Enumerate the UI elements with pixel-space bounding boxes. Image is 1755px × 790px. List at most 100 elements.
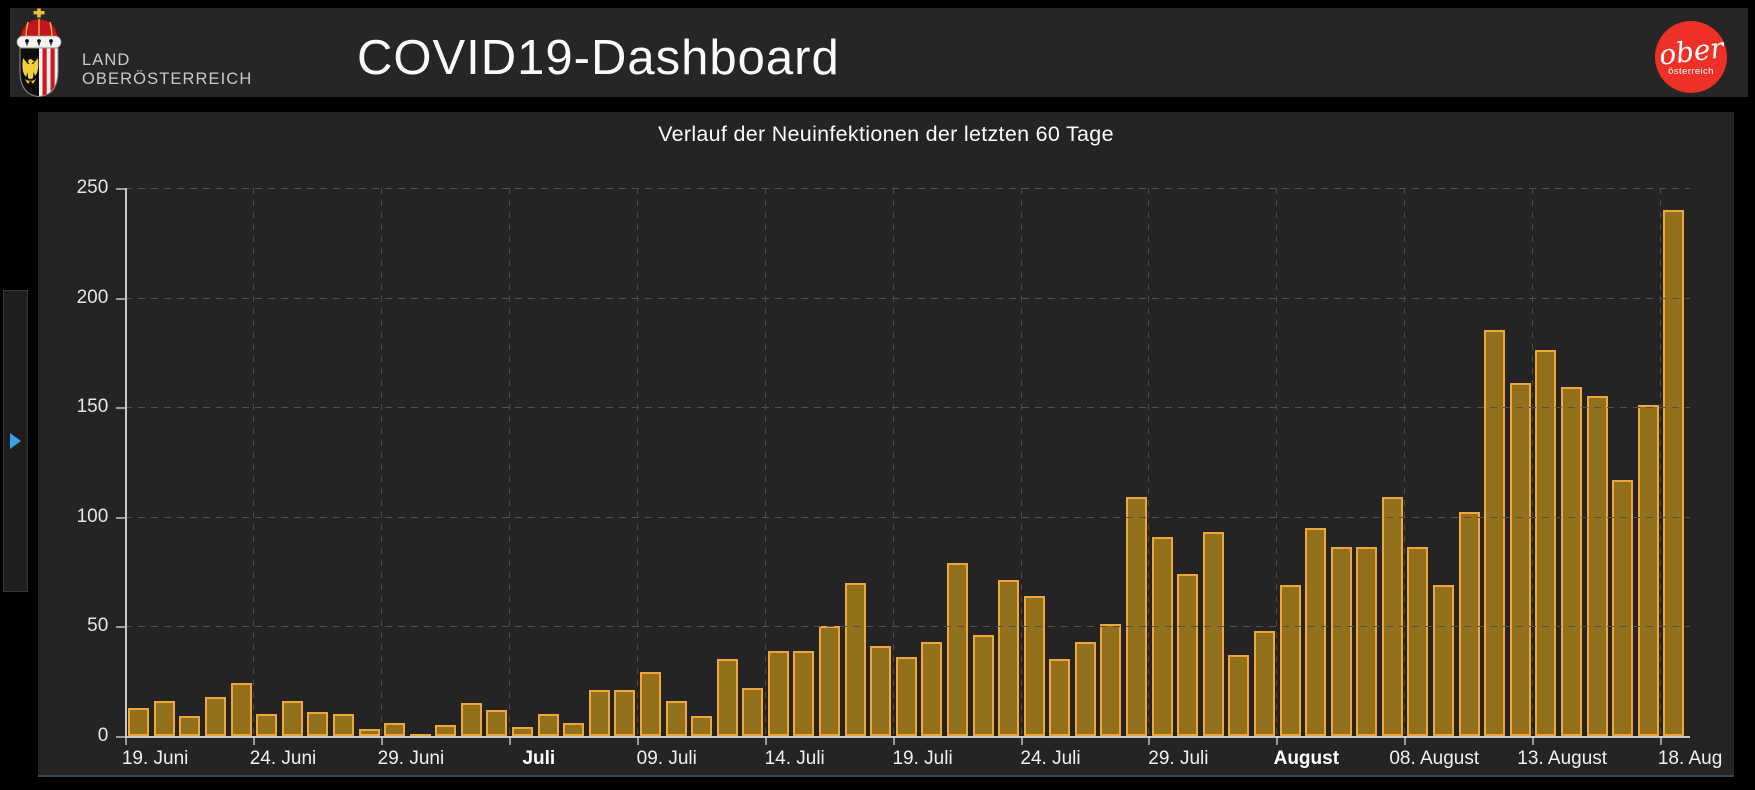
bar[interactable] <box>281 700 303 736</box>
expand-sidebar-button[interactable] <box>10 433 21 449</box>
sidebar-collapsed <box>3 290 28 592</box>
bar[interactable] <box>307 711 329 736</box>
bar[interactable] <box>256 714 278 736</box>
bar[interactable] <box>435 725 457 736</box>
bar[interactable] <box>716 659 738 736</box>
bar[interactable] <box>205 696 227 736</box>
bar[interactable] <box>1253 630 1275 736</box>
bar[interactable] <box>844 582 866 736</box>
bar[interactable] <box>998 580 1020 736</box>
org-name: LAND OBERÖSTERREICH <box>82 51 252 89</box>
bar[interactable] <box>742 687 764 736</box>
bar[interactable] <box>921 641 943 736</box>
x-tickmark <box>508 736 511 745</box>
bar[interactable] <box>767 650 789 736</box>
bar[interactable] <box>1049 659 1071 736</box>
bar[interactable] <box>588 689 610 736</box>
bar[interactable] <box>460 703 482 736</box>
y-axis-label: 50 <box>87 615 109 637</box>
bar[interactable] <box>1586 396 1608 736</box>
bar[interactable] <box>946 562 968 736</box>
bar[interactable] <box>614 689 636 736</box>
bar[interactable] <box>1356 547 1378 736</box>
bar[interactable] <box>1228 654 1250 736</box>
bar[interactable] <box>537 714 559 736</box>
chart-title: Verlauf der Neuinfektionen der letzten 6… <box>658 122 1114 146</box>
bar[interactable] <box>128 707 150 736</box>
bar[interactable] <box>1100 624 1122 736</box>
x-gridline <box>892 188 894 736</box>
x-gridline <box>636 188 638 736</box>
x-axis-label: 19. Juli <box>892 748 953 769</box>
bar[interactable] <box>384 722 406 736</box>
x-axis-label: 24. Juli <box>1020 748 1081 769</box>
bar[interactable] <box>665 700 687 736</box>
x-tickmark <box>253 736 255 745</box>
chart-card: Verlauf der Neuinfektionen der letzten 6… <box>38 112 1734 777</box>
bar[interactable] <box>1509 383 1531 736</box>
bar[interactable] <box>332 714 354 736</box>
x-gridline <box>380 188 382 736</box>
bar[interactable] <box>1023 595 1045 736</box>
bar[interactable] <box>793 650 815 736</box>
x-gridline <box>1276 188 1278 736</box>
x-axis-label: 14. Juli <box>764 748 825 769</box>
bar[interactable] <box>512 727 534 736</box>
bar[interactable] <box>563 722 585 736</box>
bar[interactable] <box>1330 547 1352 736</box>
x-gridline <box>1020 188 1022 736</box>
x-axis-label: August <box>1273 748 1340 769</box>
x-gridline <box>764 188 766 736</box>
bar[interactable] <box>691 716 713 736</box>
y-tickmark <box>116 736 126 738</box>
bar[interactable] <box>895 657 917 736</box>
y-gridline <box>125 297 1690 299</box>
x-tickmark <box>636 736 639 745</box>
bar[interactable] <box>1535 350 1557 736</box>
x-tickmark <box>125 736 128 745</box>
x-axis-label: 08. August <box>1389 748 1480 769</box>
bar[interactable] <box>1074 641 1096 736</box>
bar[interactable] <box>486 709 508 736</box>
x-axis-label: 29. Juli <box>1148 748 1209 769</box>
x-axis-label: 13. August <box>1517 748 1608 769</box>
bar[interactable] <box>179 716 201 736</box>
page-title: COVID19-Dashboard <box>357 31 840 85</box>
x-tickmark <box>1532 736 1535 745</box>
bar[interactable] <box>1458 512 1480 736</box>
bar[interactable] <box>358 729 380 736</box>
app-header: LAND OBERÖSTERREICH COVID19-Dashboard ob… <box>10 8 1748 97</box>
bar[interactable] <box>1407 547 1429 736</box>
x-tickmark <box>764 736 767 745</box>
bar[interactable] <box>639 672 661 736</box>
x-axis-label: Juli <box>522 748 556 769</box>
bar[interactable] <box>153 700 175 736</box>
bar[interactable] <box>1433 584 1455 736</box>
y-gridline <box>125 407 1690 409</box>
bar[interactable] <box>870 646 892 736</box>
bar[interactable] <box>1381 497 1403 736</box>
bar[interactable] <box>1202 532 1224 736</box>
x-gridline <box>1532 188 1534 736</box>
x-gridline <box>508 188 510 736</box>
bar[interactable] <box>1279 584 1301 736</box>
y-axis-line <box>125 188 128 738</box>
bar[interactable] <box>1305 527 1327 736</box>
bar[interactable] <box>1560 387 1582 736</box>
bar[interactable] <box>1126 497 1148 736</box>
y-tickmark <box>116 297 126 300</box>
bar[interactable] <box>1612 479 1634 736</box>
bar[interactable] <box>1637 405 1659 736</box>
x-axis-label: 19. Juni <box>121 748 189 769</box>
bar[interactable] <box>972 635 994 736</box>
x-tickmark <box>1020 736 1023 745</box>
bar[interactable] <box>1663 209 1685 736</box>
bar[interactable] <box>230 683 252 736</box>
bar[interactable] <box>1484 330 1506 736</box>
y-gridline <box>125 188 1690 189</box>
bar[interactable] <box>1151 536 1173 736</box>
bar[interactable] <box>1177 573 1199 736</box>
x-tickmark <box>1276 736 1279 745</box>
bar[interactable] <box>819 626 841 736</box>
x-gridline <box>1148 188 1150 736</box>
